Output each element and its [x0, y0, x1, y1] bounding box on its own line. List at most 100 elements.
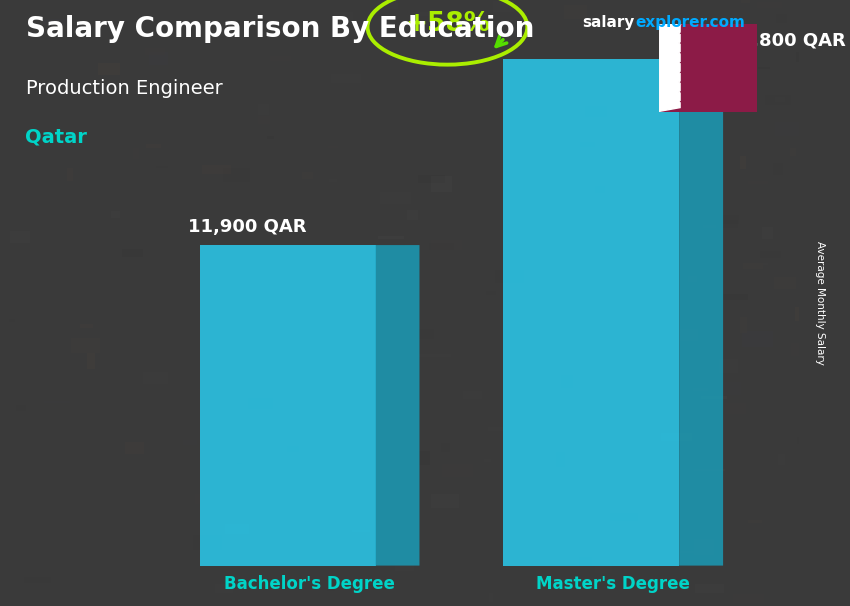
Text: 11,900 QAR: 11,900 QAR: [188, 218, 306, 236]
Bar: [473, 574, 495, 578]
Bar: [778, 454, 785, 465]
Bar: [328, 145, 338, 148]
Polygon shape: [679, 59, 723, 565]
Bar: [286, 446, 299, 452]
Bar: [749, 519, 762, 522]
Bar: [98, 63, 120, 75]
Bar: [244, 482, 256, 490]
Text: Average Monthly Salary: Average Monthly Salary: [815, 241, 825, 365]
Bar: [429, 242, 454, 250]
Bar: [223, 167, 251, 182]
Bar: [267, 555, 292, 560]
Bar: [125, 442, 144, 454]
Bar: [669, 400, 682, 405]
Bar: [482, 102, 513, 117]
Bar: [147, 545, 163, 557]
Bar: [61, 26, 76, 36]
Bar: [610, 513, 638, 521]
Bar: [636, 60, 649, 67]
Bar: [306, 5, 334, 17]
Bar: [149, 570, 169, 581]
Bar: [700, 396, 728, 399]
Bar: [768, 118, 792, 127]
Bar: [395, 563, 415, 571]
Bar: [639, 493, 661, 498]
Bar: [145, 144, 162, 148]
Bar: [719, 220, 738, 228]
Bar: [406, 210, 417, 221]
Bar: [502, 542, 530, 556]
Bar: [393, 311, 402, 319]
Bar: [590, 276, 605, 291]
Bar: [488, 427, 508, 431]
Bar: [753, 263, 768, 265]
Bar: [585, 105, 608, 117]
Bar: [758, 67, 769, 68]
Bar: [762, 227, 773, 239]
Bar: [743, 263, 762, 268]
Bar: [694, 539, 715, 554]
Bar: [537, 132, 547, 144]
Bar: [334, 12, 354, 19]
Bar: [556, 451, 564, 467]
Bar: [485, 291, 496, 295]
Bar: [156, 562, 163, 564]
Polygon shape: [503, 59, 679, 565]
Bar: [725, 403, 745, 415]
Bar: [273, 439, 288, 449]
Bar: [564, 5, 587, 19]
Bar: [56, 598, 61, 601]
Bar: [428, 407, 455, 418]
Bar: [380, 191, 411, 204]
Bar: [332, 75, 361, 82]
Bar: [552, 199, 563, 211]
Bar: [110, 211, 120, 218]
Bar: [71, 481, 76, 487]
Bar: [195, 494, 205, 504]
Bar: [691, 98, 722, 113]
Bar: [411, 12, 433, 16]
Bar: [775, 98, 785, 102]
Bar: [156, 167, 167, 168]
Bar: [419, 329, 434, 339]
Bar: [765, 95, 791, 105]
Bar: [694, 469, 725, 470]
Bar: [248, 398, 273, 409]
Bar: [431, 494, 459, 508]
Bar: [537, 391, 546, 407]
Bar: [25, 577, 51, 584]
Bar: [771, 516, 796, 531]
Bar: [378, 236, 405, 239]
Bar: [449, 449, 472, 461]
Bar: [345, 393, 369, 404]
Bar: [6, 292, 21, 296]
Bar: [258, 104, 269, 115]
Bar: [388, 284, 412, 296]
Bar: [704, 225, 716, 228]
Bar: [791, 343, 806, 356]
Bar: [649, 95, 670, 108]
Bar: [641, 548, 672, 561]
Bar: [302, 93, 322, 99]
Bar: [740, 156, 745, 168]
Text: salary: salary: [582, 15, 635, 30]
Bar: [680, 551, 706, 553]
Bar: [463, 391, 482, 399]
Bar: [595, 186, 605, 193]
Bar: [258, 116, 269, 124]
Bar: [502, 64, 533, 76]
Bar: [733, 594, 764, 603]
Bar: [579, 557, 592, 567]
Bar: [9, 231, 30, 244]
Bar: [748, 181, 768, 184]
Bar: [599, 474, 628, 479]
Bar: [473, 531, 503, 544]
Text: 18,800 QAR: 18,800 QAR: [727, 32, 846, 50]
Polygon shape: [376, 245, 420, 565]
Bar: [693, 388, 708, 391]
Bar: [145, 48, 166, 56]
Bar: [647, 379, 654, 395]
Polygon shape: [681, 25, 756, 112]
Bar: [298, 31, 329, 36]
Bar: [581, 142, 595, 147]
